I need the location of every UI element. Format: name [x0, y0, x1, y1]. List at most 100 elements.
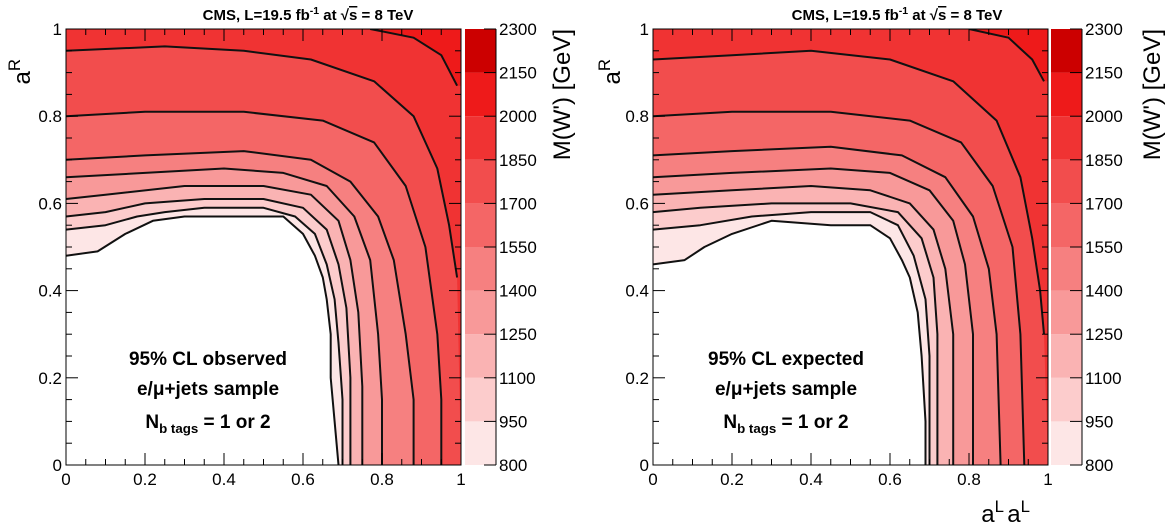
contour-line-950	[66, 206, 344, 465]
z-tick-label: 1250	[499, 325, 537, 344]
x-tick-label: 0.4	[212, 470, 236, 489]
z-tick-label: 1700	[1085, 194, 1123, 213]
contour-line-1250	[66, 185, 364, 465]
annotation-line-3: Nb tags = 1 or 2	[145, 412, 270, 436]
contour-line-1850	[66, 45, 459, 278]
contour-lines	[66, 29, 459, 465]
color-bar-band	[1051, 72, 1082, 117]
z-tick-label: 1100	[1085, 369, 1122, 388]
z-tick-label: 1100	[499, 369, 536, 388]
chart-title: CMS, L=19.5 fb-1 at √s = 8 TeV	[792, 5, 1003, 24]
contour-fills	[66, 29, 461, 465]
y-tick-label: 0.8	[38, 107, 62, 126]
annotation-line-2: e/μ+jets sample	[715, 379, 857, 400]
z-tick-label: 2300	[499, 20, 537, 39]
z-tick-label: 800	[499, 456, 527, 475]
contour-line-800	[653, 219, 927, 465]
z-axis-label: M(W') [GeV]	[549, 29, 576, 160]
color-bar: 800 950 1100 1250 1400 1550 1700 1850 2000 2150 23…	[1051, 20, 1123, 475]
color-bar-band	[1051, 159, 1082, 204]
color-bar-band	[465, 116, 496, 160]
z-tick-label: 1550	[1085, 238, 1123, 257]
z-tick-label: 2000	[1085, 107, 1123, 126]
z-tick-label: 1400	[499, 282, 537, 301]
contour-fills	[653, 29, 1048, 465]
contour-line-1400	[66, 167, 383, 465]
x-axis: 0 0.2 0.4 0.6 0.8 1	[648, 29, 1053, 489]
chart-panel-1: 0 0.2 0.4 0.6 0.8 1 0 0.2 0.4 0.6 0.8 1 800 950 1100 12…	[5, 5, 1004, 528]
z-tick-label: 950	[499, 412, 527, 431]
contour-line-1250	[653, 185, 955, 465]
z-tick-label: 2000	[499, 107, 537, 126]
x-tick-label: 0	[648, 470, 657, 489]
y-tick-label: 0.2	[625, 369, 649, 388]
z-tick-label: 950	[1085, 412, 1113, 431]
chart-panel-2: 0 0.2 0.4 0.6 0.8 1 0 0.2 0.4 0.6 0.8 1 800 950 1100 12…	[595, 5, 1166, 528]
annotation-line-3: Nb tags = 1 or 2	[723, 412, 848, 436]
sqrt-sign: √	[930, 7, 939, 24]
y-tick-label: 0.8	[625, 107, 649, 126]
y-tick-label: 1	[53, 20, 62, 39]
contour-line-1850	[653, 49, 1045, 335]
contour-line-1700	[653, 110, 1026, 465]
chart-title: CMS, L=19.5 fb-1 at √s = 8 TeV	[203, 5, 414, 24]
sqrt-sign: √	[341, 7, 350, 24]
contour-line-1550	[653, 145, 1002, 465]
contour-line-2000	[370, 29, 458, 87]
x-tick-label: 0.8	[957, 470, 981, 489]
annotation: 95% CL expected e/μ+jets sample Nb tags = …	[708, 349, 864, 436]
x-tick-label: 0	[61, 470, 70, 489]
y-tick-label: 0	[53, 456, 62, 475]
contour-line-1100	[66, 198, 352, 465]
color-bar-band	[465, 159, 496, 204]
color-bar-band	[1051, 290, 1082, 335]
z-tick-label: 1400	[1085, 282, 1123, 301]
y-tick-label: 0	[640, 456, 649, 475]
x-tick-label: 1	[1043, 470, 1052, 489]
y-axis-label: aR	[595, 59, 626, 84]
y-axis: 0 0.2 0.4 0.6 0.8 1	[625, 20, 1048, 475]
x-tick-label: 0.6	[291, 470, 315, 489]
y-tick-label: 0.6	[38, 194, 62, 213]
color-bar-band	[1051, 334, 1082, 378]
contour-line-950	[653, 211, 931, 465]
z-tick-label: 1250	[1085, 325, 1123, 344]
y-axis-label: aR	[5, 59, 36, 84]
color-bar-band	[1051, 203, 1082, 247]
z-tick-label: 800	[1085, 456, 1113, 475]
band-below-800	[653, 220, 926, 465]
z-tick-label: 2150	[499, 64, 537, 83]
x-tick-label: 1	[456, 470, 465, 489]
z-tick-label: 1850	[499, 151, 537, 170]
contour-line-1550	[66, 150, 415, 465]
annotation: 95% CL observed e/μ+jets sample Nb tags = …	[129, 349, 287, 436]
color-bar-band	[465, 421, 496, 465]
x-axis: 0 0.2 0.4 0.6 0.8 1	[61, 29, 466, 489]
color-bar-band	[465, 377, 496, 422]
contour-line-1400	[653, 167, 974, 465]
z-tick-label: 1700	[499, 194, 537, 213]
contour-line-1100	[653, 202, 939, 465]
x-tick-label: 0.2	[720, 470, 744, 489]
color-bar-band	[1051, 29, 1082, 73]
z-tick-label: 1550	[499, 238, 537, 257]
color-bar-band	[1051, 116, 1082, 160]
color-bar-band	[1051, 247, 1082, 291]
color-bar: 800 950 1100 1250 1400 1550 1700 1850 2000 2150 23…	[465, 20, 537, 475]
x-tick-label: 0.4	[799, 470, 823, 489]
z-tick-label: 1850	[1085, 151, 1123, 170]
x-axis-label: aL	[981, 497, 1004, 528]
color-bar-band	[465, 334, 496, 378]
x-tick-label: 0.2	[133, 470, 157, 489]
y-tick-label: 0.2	[38, 369, 62, 388]
annotation-line-2: e/μ+jets sample	[137, 379, 279, 400]
contour-line-1700	[66, 110, 443, 465]
contour-lines	[653, 29, 1045, 465]
z-tick-label: 2300	[1085, 20, 1123, 39]
x-tick-label: 0.6	[878, 470, 902, 489]
color-bar-band	[1051, 421, 1082, 465]
color-bar-band	[1051, 377, 1082, 422]
y-tick-label: 0.4	[625, 282, 649, 301]
z-axis-label: M(W') [GeV]	[1139, 29, 1166, 160]
